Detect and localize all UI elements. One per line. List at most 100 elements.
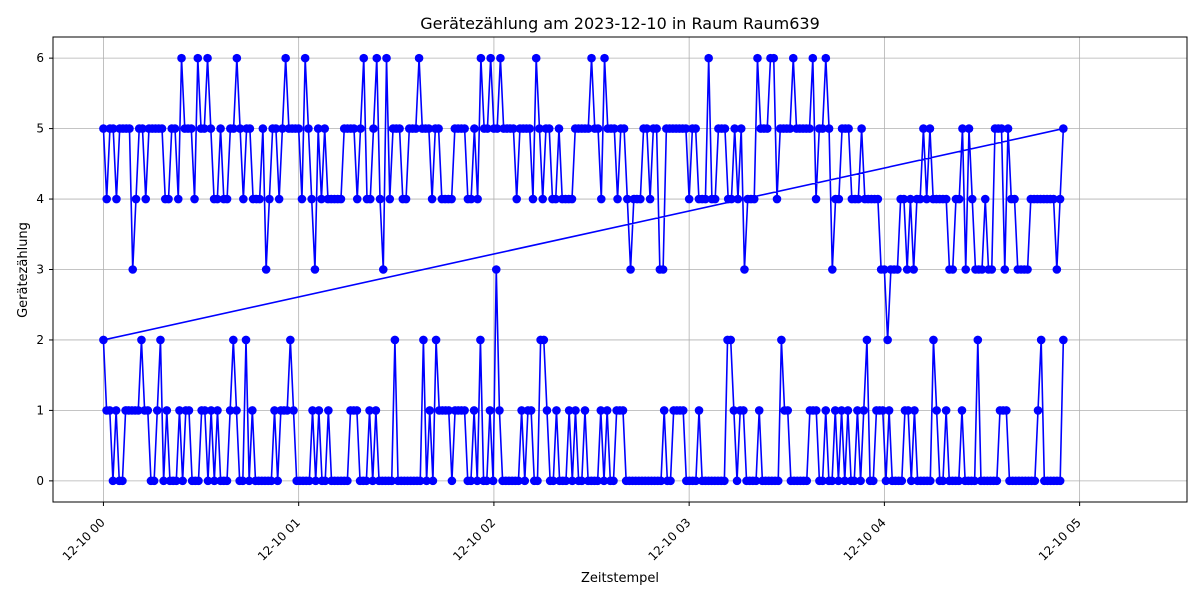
data-point [311, 476, 320, 486]
data-point [365, 194, 375, 204]
data-point [720, 476, 729, 486]
data-point [964, 124, 974, 133]
data-point [310, 265, 320, 274]
data-point [645, 194, 655, 204]
data-point [349, 124, 359, 133]
data-point [424, 124, 434, 133]
data-point [600, 53, 609, 63]
data-point [320, 124, 330, 133]
data-point [828, 265, 837, 274]
data-point [551, 194, 561, 204]
data-point [830, 406, 840, 415]
data-point [753, 53, 762, 63]
data-point [954, 476, 964, 486]
data-point [157, 124, 167, 133]
data-point [526, 406, 536, 415]
y-axis-ticks: 0 1 2 3 4 5 6 [36, 51, 53, 488]
data-point [313, 124, 323, 133]
data-point [528, 194, 538, 204]
data-point [941, 194, 951, 204]
data-point [857, 124, 866, 133]
data-point [811, 406, 821, 415]
data-point [390, 335, 400, 345]
data-point [210, 476, 219, 486]
data-point [352, 194, 362, 204]
data-point [258, 124, 268, 133]
data-point [844, 124, 853, 133]
data-point [938, 476, 948, 486]
data-point [980, 194, 990, 204]
y-tick-label: 0 [36, 474, 44, 488]
data-point [531, 53, 541, 63]
data-point [362, 476, 371, 486]
data-point [659, 406, 669, 415]
data-point [248, 406, 257, 415]
data-point [460, 124, 469, 133]
data-point [194, 476, 203, 486]
data-point [414, 53, 424, 63]
data-point [704, 53, 713, 63]
y-tick-label: 5 [36, 122, 44, 136]
data-point [138, 124, 147, 133]
data-point [808, 53, 818, 63]
data-point [849, 476, 859, 486]
data-point [203, 476, 213, 486]
data-point [583, 124, 593, 133]
data-point [821, 406, 831, 415]
data-point [739, 406, 748, 415]
data-point [261, 265, 271, 274]
data-point [542, 406, 552, 415]
data-point [834, 194, 844, 204]
data-point [897, 476, 907, 486]
data-point [666, 476, 675, 486]
data-point [599, 476, 609, 486]
data-point [265, 194, 274, 204]
data-point [1059, 335, 1068, 345]
data-point [733, 194, 743, 204]
data-point [656, 476, 666, 486]
data-point [878, 406, 888, 415]
y-tick-label: 6 [36, 51, 44, 65]
data-point [300, 53, 310, 63]
data-point [427, 194, 437, 204]
data-point [941, 406, 951, 415]
series-markers [99, 53, 1068, 486]
data-point [372, 53, 382, 63]
data-point [613, 194, 622, 204]
y-axis-label: Gerätezählung [16, 222, 31, 318]
data-point [273, 476, 282, 486]
data-point [419, 335, 428, 345]
data-point [1023, 265, 1032, 274]
data-point [821, 53, 831, 63]
data-point [973, 335, 983, 345]
data-point [428, 476, 438, 486]
data-point [785, 124, 795, 133]
data-point [343, 476, 352, 486]
data-point [177, 53, 186, 63]
data-point [906, 476, 916, 486]
data-point [1055, 194, 1065, 204]
data-point [811, 194, 821, 204]
data-point [1033, 406, 1043, 415]
data-point [222, 476, 232, 486]
data-point [970, 476, 979, 486]
data-point [369, 124, 378, 133]
data-point [324, 406, 333, 415]
data-point [571, 406, 580, 415]
data-point [213, 194, 222, 204]
data-point [305, 476, 314, 486]
data-point [880, 265, 889, 274]
data-point [128, 265, 138, 274]
data-point [824, 124, 834, 133]
data-point [317, 194, 326, 204]
data-point [919, 124, 928, 133]
data-point [783, 406, 793, 415]
data-point [720, 124, 730, 133]
data-point [472, 476, 482, 486]
data-point [213, 406, 222, 415]
data-point [141, 194, 151, 204]
data-point [642, 124, 652, 133]
data-point [470, 124, 479, 133]
data-point [359, 53, 369, 63]
